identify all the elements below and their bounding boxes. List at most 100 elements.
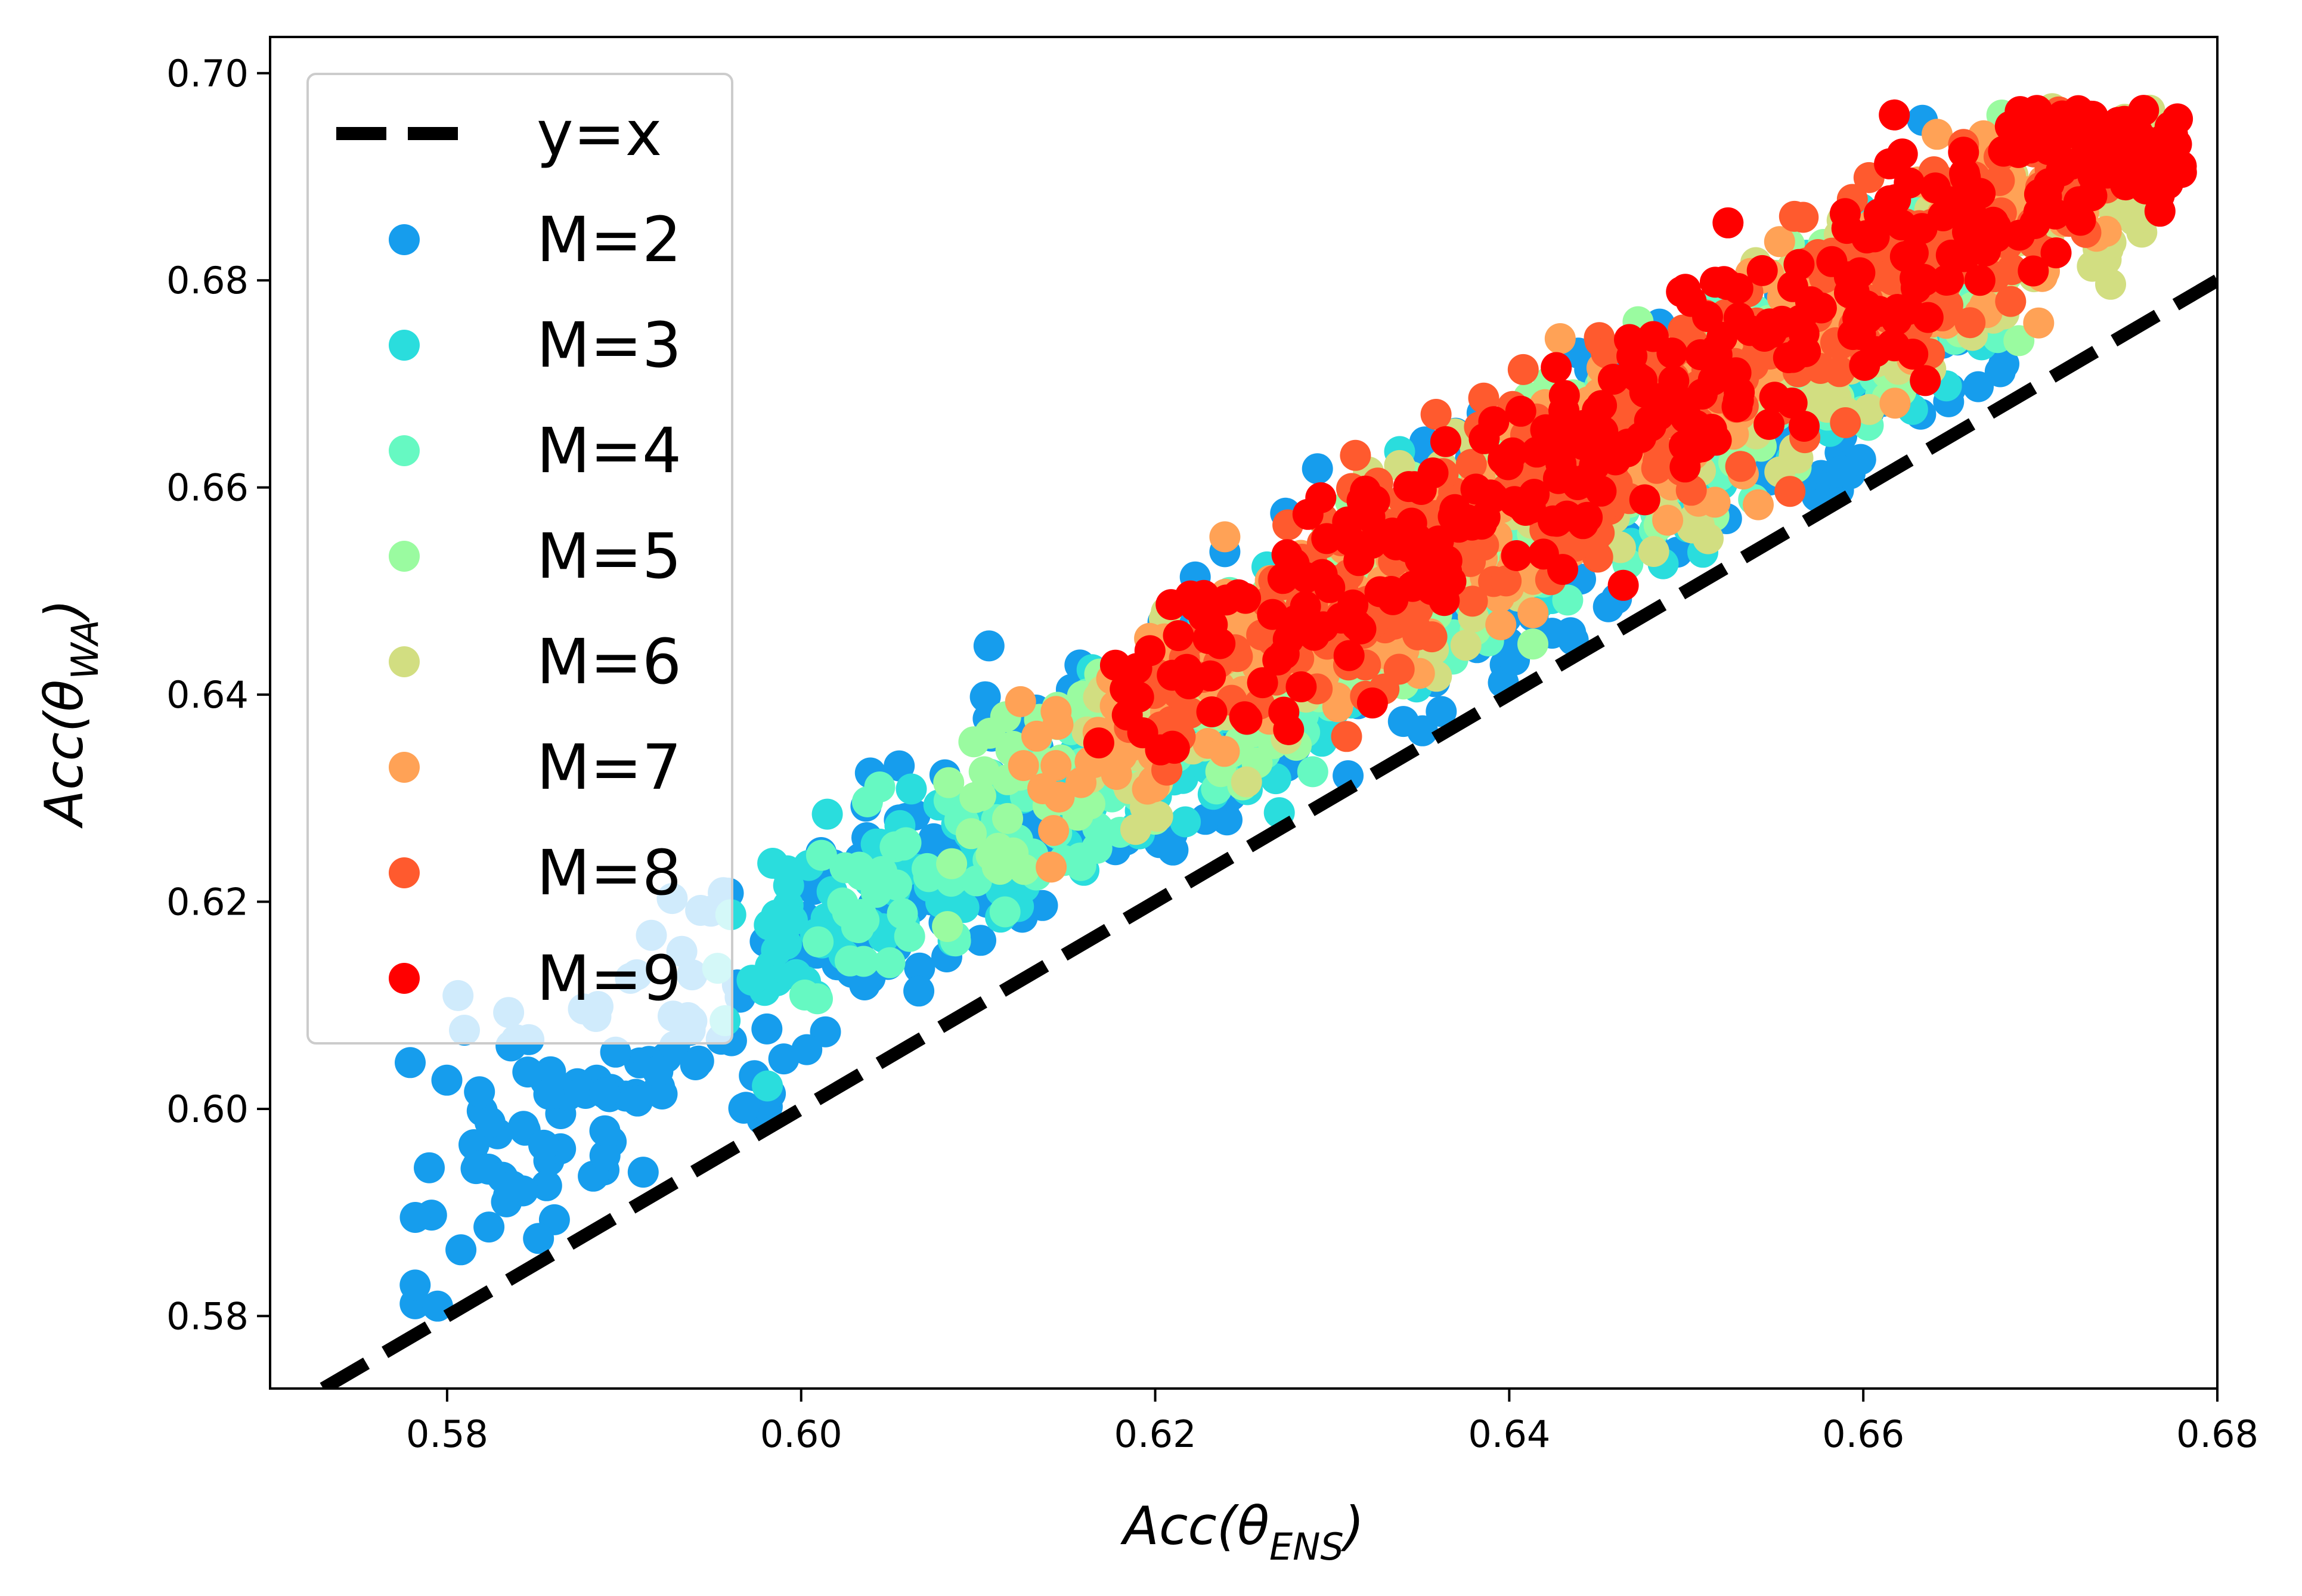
point [2018, 255, 2049, 287]
point [1333, 760, 1364, 792]
point [1134, 635, 1166, 667]
point [903, 975, 935, 1007]
point [1008, 750, 1039, 782]
point [1844, 306, 1875, 337]
point [1322, 691, 1353, 723]
point [1267, 563, 1299, 594]
point [1005, 686, 1036, 717]
legend-box [306, 73, 733, 1045]
point [523, 1223, 554, 1254]
point [1027, 773, 1058, 804]
point [956, 818, 987, 850]
point [932, 911, 963, 943]
point [1643, 445, 1674, 477]
point [1629, 484, 1660, 516]
point [431, 1064, 463, 1096]
point [728, 1092, 760, 1124]
point [2046, 155, 2077, 187]
point [1879, 99, 1910, 131]
point [2144, 196, 2176, 227]
point [2077, 101, 2108, 132]
point [1666, 276, 1697, 308]
point [1350, 475, 1381, 507]
point [773, 870, 804, 901]
point [887, 898, 918, 929]
point [1759, 382, 1790, 413]
point [1824, 356, 1855, 388]
point [1157, 730, 1188, 762]
point [933, 767, 965, 798]
point [1854, 393, 1885, 425]
point [1995, 286, 2027, 317]
point [1196, 696, 1228, 727]
point [1170, 806, 1201, 838]
point [1505, 395, 1536, 427]
point [1567, 429, 1599, 460]
point [888, 829, 919, 861]
legend-marker [389, 435, 420, 466]
x-axis-ticks: 0.58 0.60 0.62 0.64 0.66 0.68 [406, 1389, 2258, 1456]
point [1120, 814, 1151, 845]
point [884, 750, 915, 782]
point [1457, 585, 1488, 617]
point [1984, 356, 2016, 388]
point [1420, 399, 1452, 430]
point [989, 896, 1021, 928]
legend-label: M=3 [537, 309, 681, 382]
point [1931, 265, 1962, 296]
point [2006, 127, 2037, 159]
point [1273, 714, 1305, 745]
point [1708, 266, 1740, 297]
point [1038, 815, 1070, 846]
point [1725, 451, 1756, 482]
point [1909, 265, 1941, 296]
y-axis-ticks: 0.58 0.60 0.62 0.64 0.66 0.68 0.70 [166, 52, 270, 1338]
point [1870, 261, 1901, 292]
point [1886, 209, 1917, 241]
point [1209, 736, 1240, 767]
point [1680, 410, 1712, 441]
point [2004, 96, 2036, 128]
point [834, 945, 866, 977]
legend-marker [389, 752, 420, 783]
point [2003, 325, 2035, 357]
point [1963, 371, 1994, 402]
y-tick-label: 0.70 [166, 52, 249, 95]
point [1834, 277, 1865, 309]
point [1340, 439, 1371, 471]
point [2023, 307, 2055, 339]
point [1948, 241, 1980, 272]
point [1697, 364, 1729, 396]
point [445, 1234, 477, 1266]
point [1021, 720, 1052, 752]
point [1517, 628, 1548, 660]
point [1826, 455, 1857, 486]
point [2019, 208, 2050, 239]
point [2118, 204, 2150, 236]
point [512, 1056, 544, 1088]
point [1829, 198, 1861, 230]
point [464, 1076, 495, 1108]
x-tick-label: 0.64 [1468, 1412, 1550, 1456]
legend-label: M=2 [537, 203, 681, 276]
point [1302, 453, 1333, 485]
point [395, 1047, 426, 1079]
legend-marker [389, 330, 420, 361]
point [1257, 599, 1288, 630]
point [1897, 237, 1929, 269]
point [936, 848, 968, 879]
point [1685, 339, 1717, 370]
point [1675, 475, 1707, 506]
point [1790, 336, 1821, 367]
point [832, 897, 863, 928]
point [1816, 246, 1848, 277]
point [2102, 107, 2134, 138]
point [958, 726, 990, 758]
point [1514, 492, 1546, 524]
point [1721, 391, 1753, 423]
legend-label: M=7 [537, 731, 681, 804]
point [1954, 307, 1986, 339]
point [680, 1049, 711, 1080]
y-axis-label: Acc(θWA) [33, 599, 107, 829]
point [1247, 667, 1278, 699]
